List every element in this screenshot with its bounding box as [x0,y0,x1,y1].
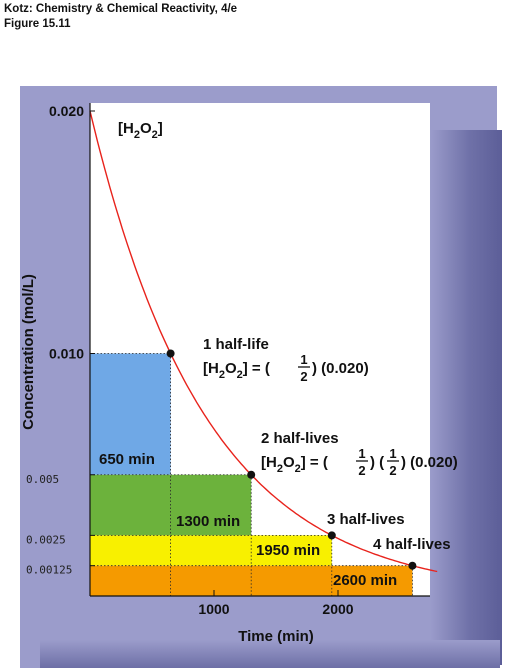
half-life-2-tail: ) (0.020) [401,454,458,471]
half-life-1-equation: [H2O2] = ( [203,360,270,381]
figure-number: Figure 15.11 [4,18,71,30]
region-label-3: 1950 min [256,542,320,559]
figure-header: Kotz: Chemistry & Chemical Reactivity, 4… [4,2,237,32]
region-label-2: 1300 min [176,513,240,530]
y-tick-label-4: 0.0025 [26,533,66,546]
axes: 1000 2000 0.020 0.010 0.005 0.0025 0.00125 [26,103,430,617]
x-tick-label-2: 2000 [322,601,353,617]
book-title: Kotz: Chemistry & Chemical Reactivity, 4… [4,3,238,15]
half-life-point-4 [408,561,417,570]
region-1 [90,353,171,475]
y-tick-label-5: 0.00125 [26,564,72,577]
region-label-4: 2600 min [333,572,397,589]
y-tick-label-3: 0.005 [26,473,59,486]
half-life-2-fraction2-den: 2 [389,463,396,478]
y-tick-label-1: 0.020 [49,103,84,119]
half-life-point-2 [247,470,256,479]
x-axis-title: Time (min) [238,628,314,645]
half-life-1-fraction-den: 2 [300,369,307,384]
guide-lines [90,353,413,596]
half-life-1-fraction-num: 1 [300,352,307,367]
x-tick-label-1: 1000 [198,601,229,617]
half-life-point-3 [327,531,336,540]
half-life-1-tail: ) (0.020) [312,360,369,377]
concentration-curve [89,110,438,573]
panel-shadow [430,130,502,665]
half-life-2-title: 2 half-lives [261,430,339,447]
region-3 [90,535,332,566]
region-labels: 650 min 1300 min 1950 min 2600 min [99,451,397,589]
panel-shadow-bottom [40,640,500,668]
half-life-3-title: 3 half-lives [327,511,405,528]
y-tick-label-2: 0.010 [49,346,84,362]
y-axis-title: Concentration (mol/L) [20,274,37,430]
half-life-2-fraction1-den: 2 [358,463,365,478]
half-life-1-title: 1 half-life [203,336,269,353]
half-life-2-equation: [H2O2] = ( [261,454,328,475]
half-life-2-fraction1-num: 1 [358,446,365,461]
half-life-points [166,349,417,570]
half-life-2-between: ) ( [370,454,384,471]
series-label: [H2O2] [118,120,163,141]
half-life-2-fraction2-num: 1 [389,446,396,461]
region-label-1: 650 min [99,451,155,468]
half-life-4-title: 4 half-lives [373,536,451,553]
half-life-point-1 [166,349,175,358]
